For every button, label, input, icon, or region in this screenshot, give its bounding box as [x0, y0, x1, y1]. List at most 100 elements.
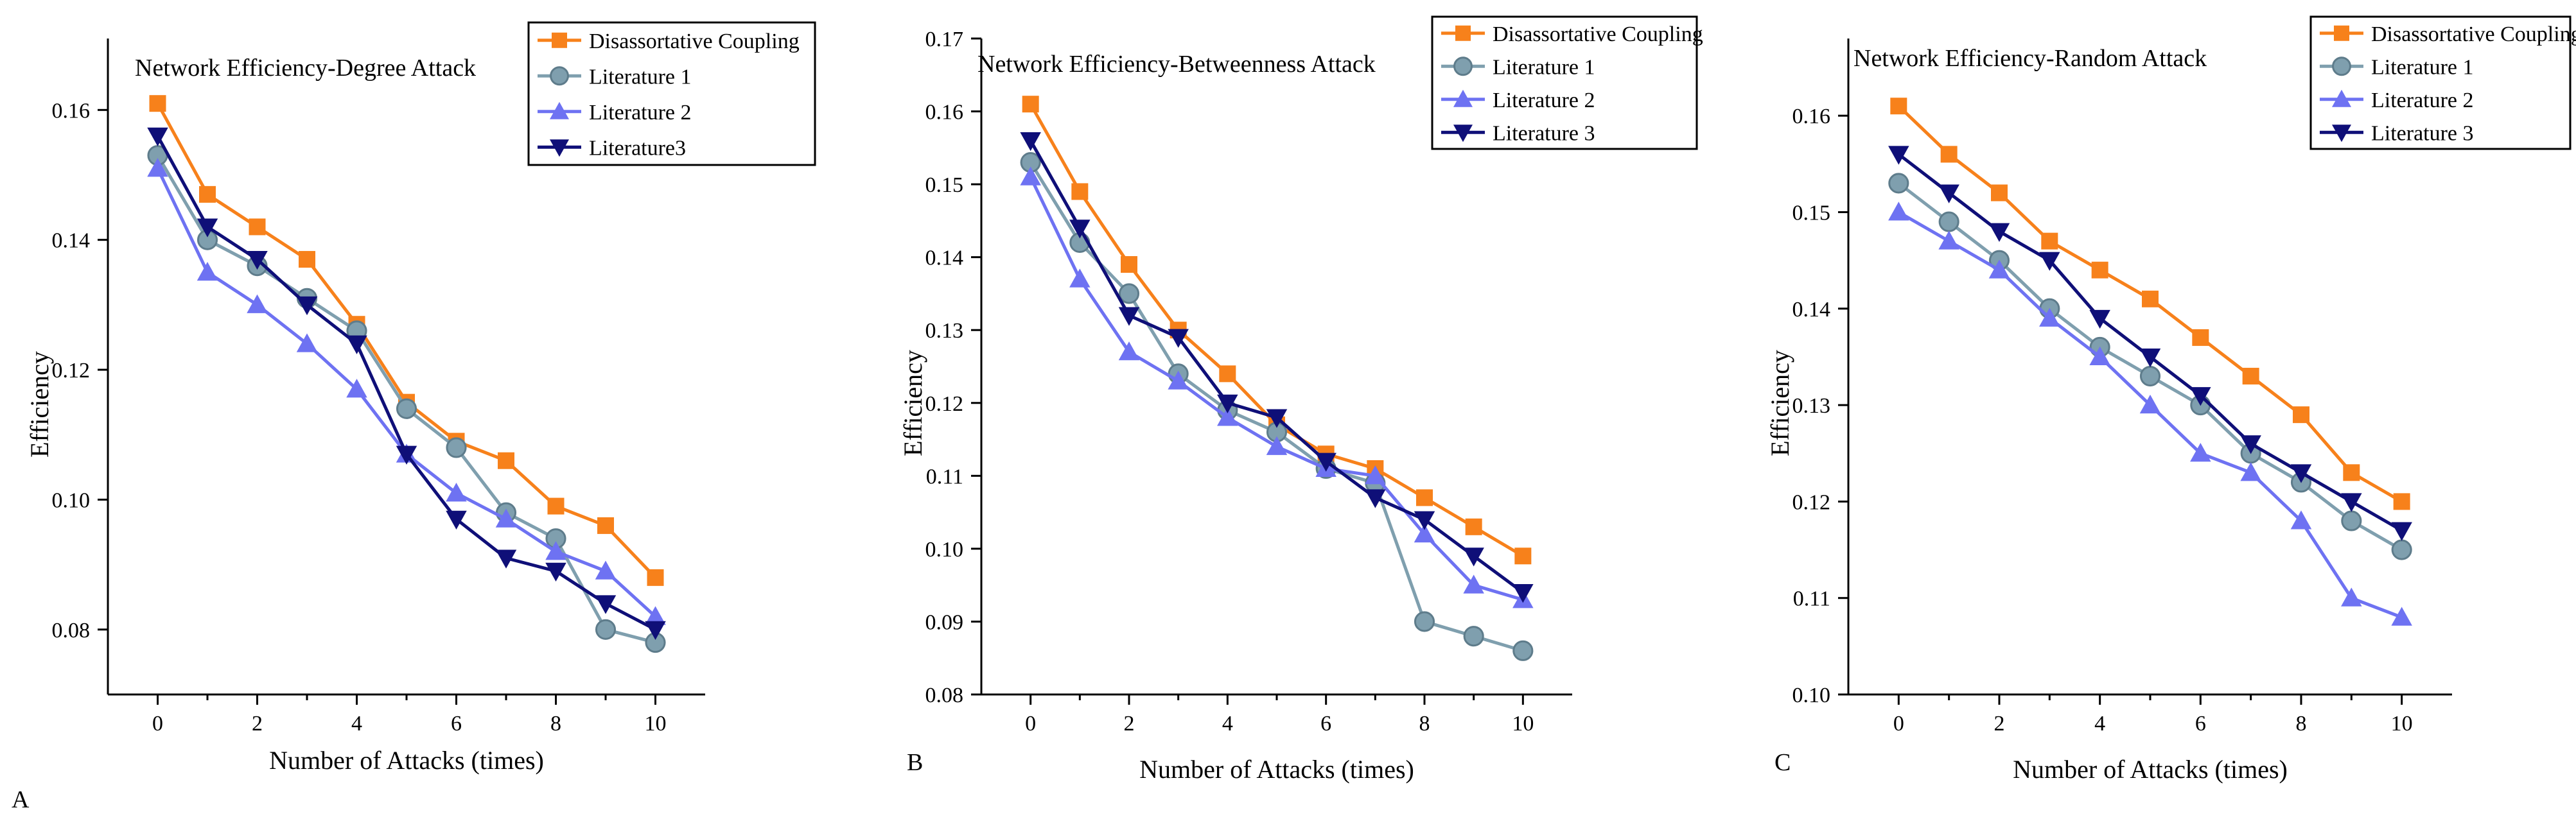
x-tick-label: 10 [1512, 712, 1534, 736]
y-axis-label: Efficiency [25, 351, 54, 458]
x-axis-label: Number of Attacks (times) [2013, 755, 2288, 784]
series-line [1897, 153, 2403, 532]
data-point [2391, 607, 2412, 626]
data-point [1988, 223, 2010, 242]
x-tick-label: 8 [1419, 712, 1430, 736]
data-point [2091, 261, 2108, 279]
legend-label: Disassortative Coupling [589, 30, 800, 53]
y-tick-label: 0.14 [925, 246, 964, 270]
legend-label: Literature 2 [2371, 89, 2474, 112]
y-tick-label: 0.12 [1792, 490, 1831, 514]
data-point [2142, 290, 2159, 307]
y-tick-label: 0.12 [925, 392, 964, 416]
data-point [197, 218, 218, 237]
legend: Disassortative Coupling Literature 1 Liter… [527, 21, 816, 166]
legend-label: Literature 1 [2371, 55, 2474, 79]
x-tick-label: 6 [2195, 712, 2206, 736]
data-point [1940, 146, 1958, 163]
x-tick-label: 10 [2391, 712, 2413, 736]
legend-marker [1453, 89, 1473, 107]
y-tick-label: 0.16 [1792, 105, 1831, 128]
data-point [545, 541, 566, 560]
data-point [545, 562, 566, 582]
data-point [1365, 465, 1386, 485]
data-point [1020, 132, 1041, 151]
legend-box [1431, 15, 1698, 150]
data-point [2039, 252, 2060, 271]
data-point [597, 517, 614, 534]
data-point [2240, 462, 2261, 481]
y-tick-label: 0.11 [1793, 587, 1830, 611]
legend-marker [1453, 125, 1473, 142]
chart-title: Network Efficiency-Betweenness Attack [977, 51, 1376, 78]
data-point [1938, 230, 1959, 250]
legend-marker [550, 101, 569, 119]
legend-marker [1453, 56, 1473, 76]
y-tick-label: 0.10 [925, 538, 964, 562]
x-tick-label: 0 [152, 712, 163, 736]
data-point [495, 549, 517, 569]
data-point [595, 619, 617, 640]
data-point [2393, 493, 2410, 510]
data-point [1988, 259, 2010, 279]
data-point [1071, 183, 1089, 200]
data-point [149, 95, 166, 112]
data-point [346, 335, 367, 354]
chart-title: Network Efficiency-Random Attack [1853, 45, 2207, 72]
x-axis-label: Number of Attacks (times) [269, 746, 544, 775]
legend-label: Literature 1 [589, 65, 692, 89]
data-point [2089, 309, 2110, 329]
data-point [446, 437, 467, 458]
data-point [1888, 146, 1909, 165]
legend-marker [550, 139, 569, 157]
data-point [1217, 407, 1238, 426]
panel-a: A Network Efficiency-Degree Attack Numbe… [12, 21, 816, 813]
y-axis-label: Efficiency [1766, 350, 1794, 456]
data-point [2341, 510, 2362, 531]
y-tick-label: 0.12 [52, 359, 91, 383]
y-axis-label: Efficiency [898, 350, 927, 456]
y-tick-label: 0.10 [1792, 684, 1831, 707]
data-point [2139, 394, 2161, 414]
data-point [495, 508, 517, 528]
x-tick-label: 8 [2296, 712, 2307, 736]
data-point [1512, 584, 1534, 603]
legend-label: Disassortative Coupling [2371, 22, 2576, 46]
data-point [1266, 436, 1288, 455]
data-point [2041, 232, 2058, 250]
data-point [1217, 394, 1238, 414]
legend-label: Literature 3 [1493, 121, 1595, 145]
data-point [595, 595, 617, 614]
data-point [396, 398, 417, 419]
data-point [2341, 493, 2362, 512]
y-tick-label: 0.10 [52, 488, 91, 512]
data-point [1219, 365, 1236, 383]
legend-label: Literature 2 [1493, 89, 1595, 112]
data-point [1069, 268, 1091, 288]
data-point [1888, 173, 1909, 194]
x-tick-label: 0 [1893, 712, 1904, 736]
data-point [1463, 574, 1484, 594]
data-point [547, 497, 565, 515]
y-tick-label: 0.16 [925, 101, 964, 125]
data-point [2391, 522, 2412, 541]
y-tick-label: 0.08 [925, 684, 964, 707]
data-point [1463, 547, 1484, 567]
data-point [2089, 346, 2110, 365]
panel-b: B Network Efficiency-Betweenness Attack … [898, 15, 1703, 784]
data-point [1266, 409, 1288, 428]
data-point [2343, 464, 2360, 481]
data-point [296, 296, 318, 316]
data-point [1414, 611, 1435, 632]
legend-label: Literature 1 [1493, 55, 1595, 79]
data-point [147, 158, 168, 177]
data-point [1365, 489, 1386, 508]
x-tick-label: 0 [1025, 712, 1036, 736]
data-point [147, 127, 168, 147]
data-point [2139, 365, 2161, 387]
data-point [2190, 387, 2211, 406]
data-point [1118, 341, 1140, 361]
x-tick-label: 2 [1994, 712, 2005, 736]
data-point [247, 251, 268, 270]
